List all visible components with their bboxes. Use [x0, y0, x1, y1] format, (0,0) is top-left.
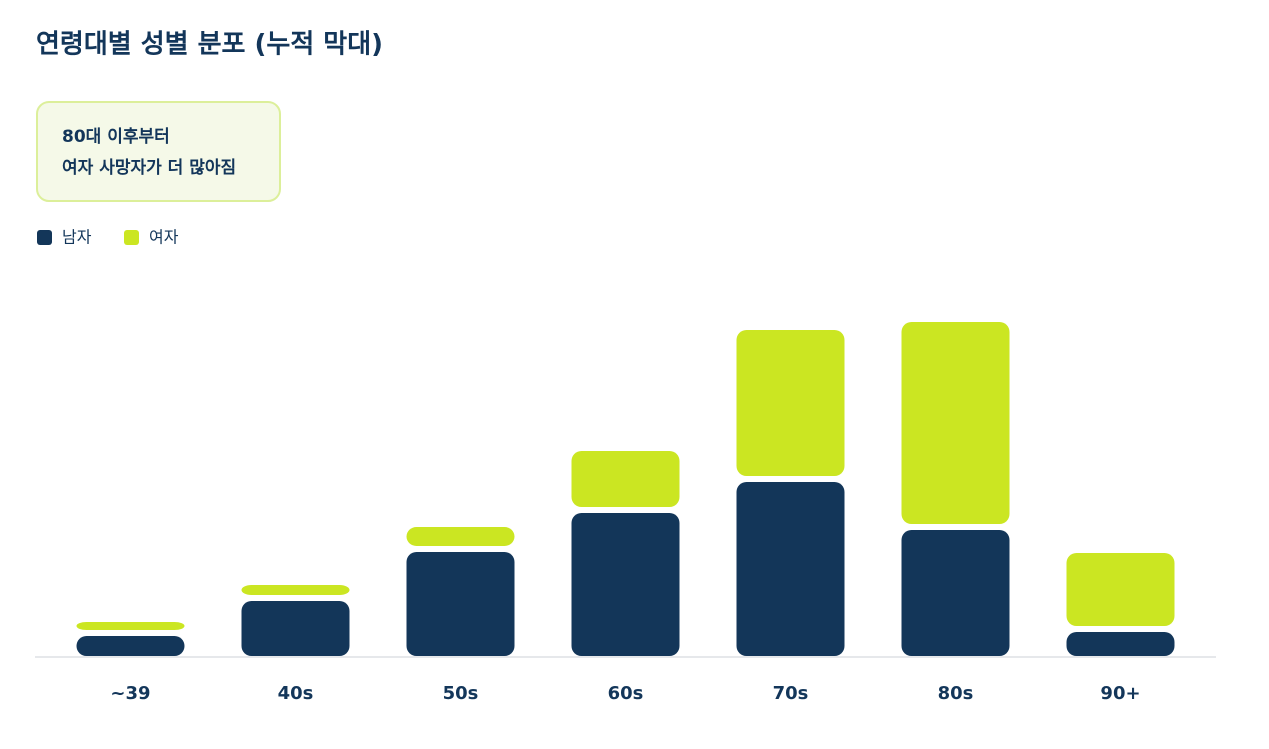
legend-label: 여자 [149, 228, 179, 247]
bar [76, 622, 185, 630]
bar [1066, 553, 1175, 626]
bar [406, 552, 515, 656]
bar [241, 601, 350, 656]
x-tick-label: 40s [278, 683, 314, 704]
x-tick-label: 50s [443, 683, 479, 704]
x-tick-label: ~39 [110, 683, 150, 704]
bar [901, 322, 1010, 524]
bar [571, 513, 680, 656]
callout-text: 80대 이후부터 [62, 126, 170, 147]
bar [76, 636, 185, 656]
legend-label: 남자 [62, 228, 92, 247]
bar [571, 451, 680, 507]
x-tick-label: 90+ [1100, 683, 1140, 704]
bar [241, 585, 350, 595]
bar [901, 530, 1010, 656]
x-tick-label: 80s [938, 683, 974, 704]
bar [406, 527, 515, 546]
chart-title: 연령대별 성별 분포 (누적 막대) [36, 30, 383, 60]
x-tick-label: 60s [608, 683, 644, 704]
bar [736, 330, 845, 476]
legend-swatch [37, 230, 52, 245]
bar [736, 482, 845, 656]
legend-swatch [124, 230, 139, 245]
callout-text: 여자 사망자가 더 많아짐 [62, 158, 236, 178]
x-tick-label: 70s [773, 683, 809, 704]
callout-box [36, 101, 281, 202]
bar [1066, 632, 1175, 656]
